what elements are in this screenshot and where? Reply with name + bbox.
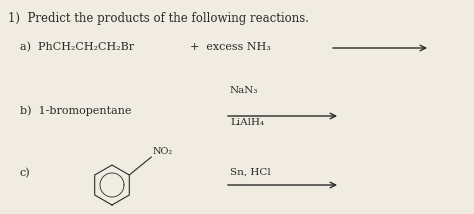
Text: NO₂: NO₂ bbox=[152, 147, 173, 156]
Text: b)  1-bromopentane: b) 1-bromopentane bbox=[20, 105, 131, 116]
Text: 1)  Predict the products of the following reactions.: 1) Predict the products of the following… bbox=[8, 12, 309, 25]
Text: a)  PhCH₂CH₂CH₂Br: a) PhCH₂CH₂CH₂Br bbox=[20, 42, 134, 52]
Text: LiAlH₄: LiAlH₄ bbox=[230, 118, 264, 127]
Text: Sn, HCl: Sn, HCl bbox=[230, 168, 271, 177]
Text: +  excess NH₃: + excess NH₃ bbox=[190, 42, 271, 52]
Text: c): c) bbox=[20, 168, 31, 178]
Text: NaN₃: NaN₃ bbox=[230, 86, 258, 95]
